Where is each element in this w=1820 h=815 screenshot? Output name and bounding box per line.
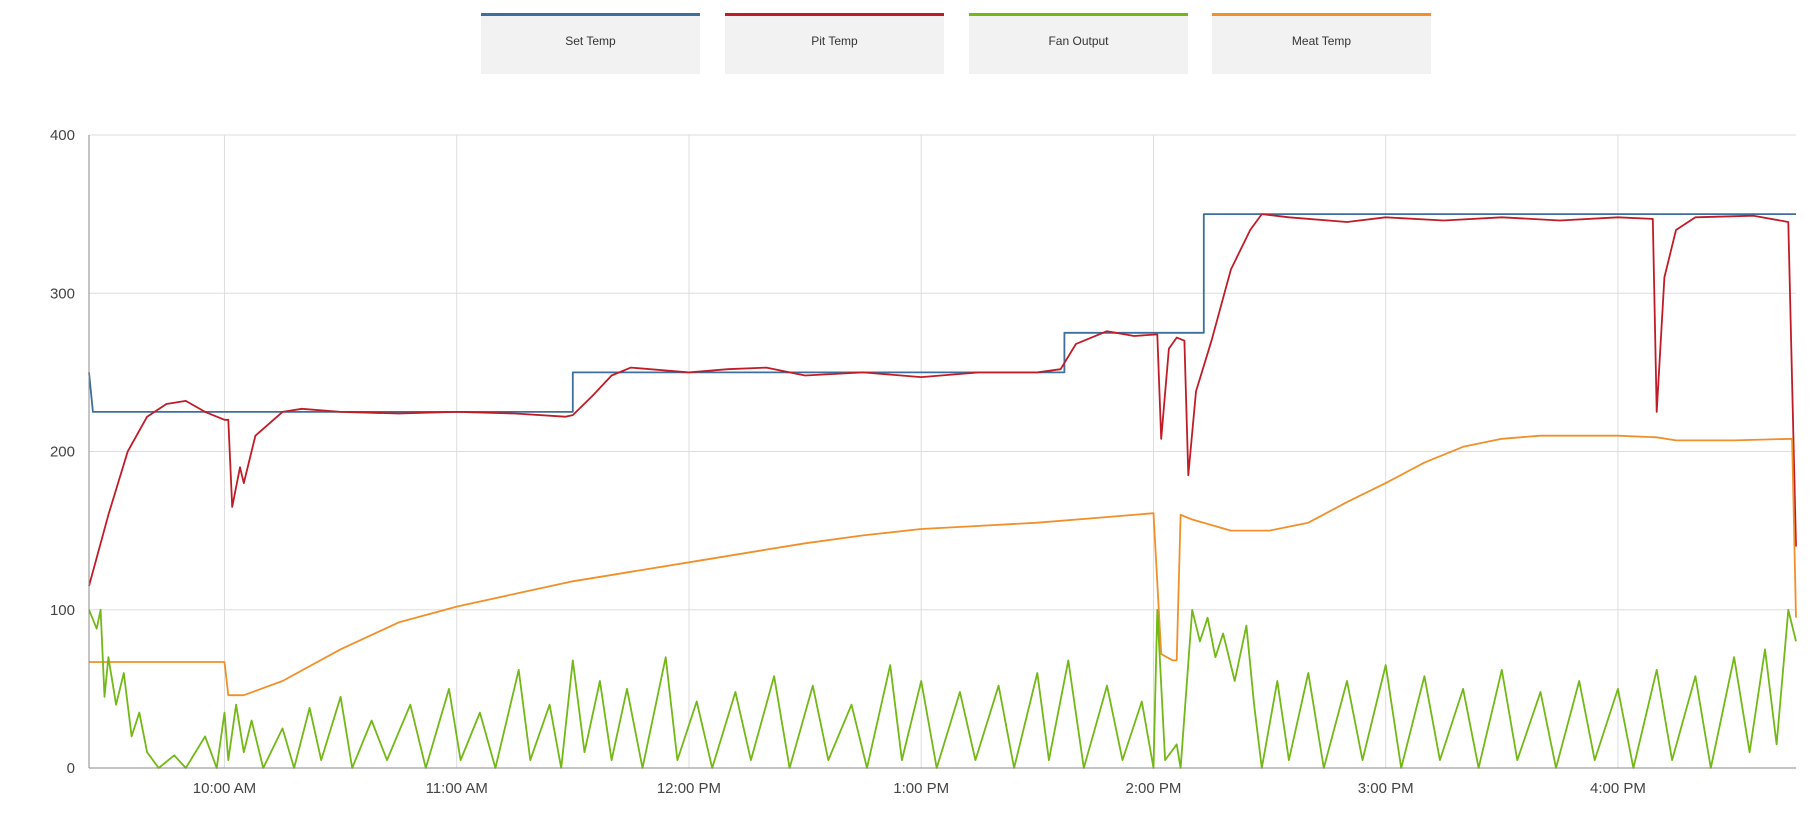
series-line-fan-output: [89, 610, 1796, 768]
y-tick-label-300: 300: [50, 285, 75, 302]
y-tick-label-0: 0: [67, 760, 75, 777]
chart-grid: [89, 135, 1796, 768]
x-tick-label-4-00-pm: 4:00 PM: [1590, 780, 1646, 797]
x-tick-label-1-00-pm: 1:00 PM: [893, 780, 949, 797]
x-tick-label-3-00-pm: 3:00 PM: [1358, 780, 1414, 797]
x-tick-label-12-00-pm: 12:00 PM: [657, 780, 721, 797]
x-tick-label-2-00-pm: 2:00 PM: [1126, 780, 1182, 797]
chart-series: [89, 214, 1796, 768]
y-tick-label-400: 400: [50, 127, 75, 144]
series-line-set-temp: [89, 214, 1796, 412]
y-tick-label-200: 200: [50, 444, 75, 461]
chart-tick-labels: 0 100 200 300 400 10:00 AM 11:00 AM 12:00 PM 1:0…: [50, 127, 1646, 797]
x-tick-label-11-00-am: 11:00 AM: [426, 780, 488, 797]
series-line-pit-temp: [89, 214, 1796, 586]
x-tick-label-10-00-am: 10:00 AM: [193, 780, 256, 797]
y-tick-label-100: 100: [50, 602, 75, 619]
series-line-meat-temp: [89, 436, 1796, 696]
